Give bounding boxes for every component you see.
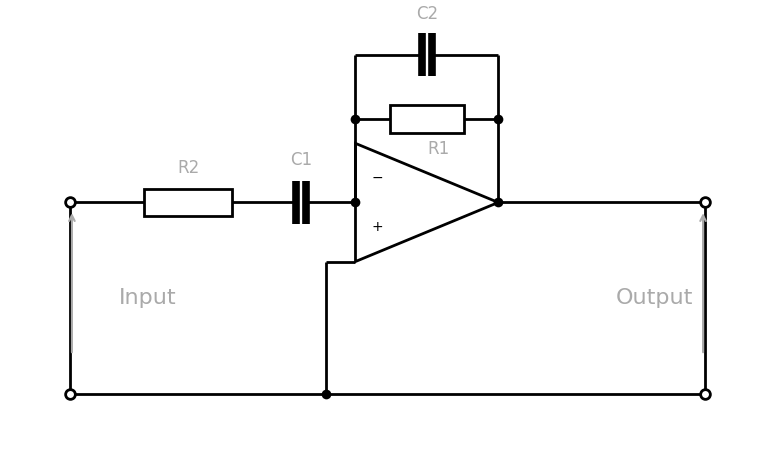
Bar: [390, 105, 464, 133]
Text: Output: Output: [616, 288, 694, 308]
Text: C1: C1: [290, 151, 313, 169]
Text: C2: C2: [416, 5, 438, 23]
Text: −: −: [372, 171, 383, 184]
Text: R2: R2: [177, 159, 199, 177]
Text: R1: R1: [427, 140, 450, 158]
Text: Input: Input: [119, 288, 176, 308]
Text: +: +: [372, 220, 383, 234]
Bar: [144, 189, 232, 216]
